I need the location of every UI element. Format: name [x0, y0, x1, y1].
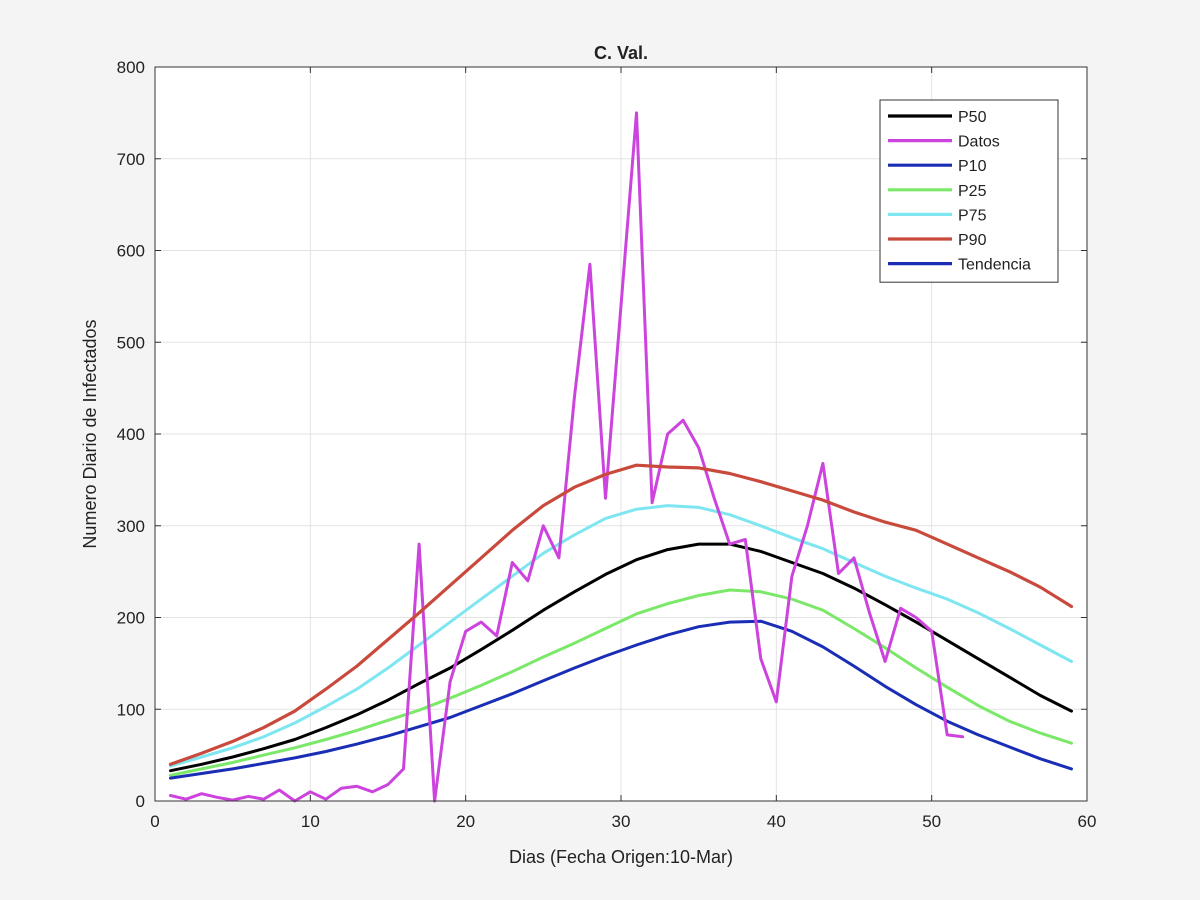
legend-label: P90: [958, 232, 987, 249]
x-tick-label: 50: [922, 812, 941, 831]
y-tick-label: 800: [117, 58, 145, 77]
x-tick-label: 30: [612, 812, 631, 831]
legend-label: P50: [958, 109, 987, 126]
legend-label: Datos: [958, 134, 1000, 151]
x-axis-label: Dias (Fecha Origen:10-Mar): [509, 847, 733, 867]
series-line-p75: [169, 504, 1073, 768]
x-tick-label: 10: [301, 812, 320, 831]
series-line-datos: [169, 111, 965, 803]
y-tick-label: 600: [117, 242, 145, 261]
y-tick-label: 500: [117, 333, 145, 352]
x-tick-label: 20: [456, 812, 475, 831]
x-tick-label: 60: [1078, 812, 1097, 831]
y-tick-label: 100: [117, 700, 145, 719]
series-line-p25: [169, 588, 1073, 777]
y-tick-label: 200: [117, 609, 145, 628]
x-tick-label: 0: [150, 812, 159, 831]
x-tick-label: 40: [767, 812, 786, 831]
series-layer: [168, 111, 1074, 803]
series-line-p90: [168, 463, 1074, 766]
series-line-p10: [169, 619, 1073, 780]
legend-label: Tendencia: [958, 257, 1031, 274]
legend-label: P75: [958, 207, 987, 224]
y-tick-label: 400: [117, 425, 145, 444]
series-line-p50: [169, 542, 1073, 773]
legend: P50 Datos P10 P25 P75 P90 Tendencia: [879, 99, 1059, 283]
legend-label: P25: [958, 183, 987, 200]
chart-title: C. Val.: [594, 43, 648, 63]
y-tick-label: 700: [117, 150, 145, 169]
y-tick-label: 300: [117, 517, 145, 536]
y-tick-label: 0: [136, 792, 145, 811]
y-axis-label: Numero Diario de Infectados: [80, 319, 100, 548]
legend-label: P10: [958, 158, 987, 175]
